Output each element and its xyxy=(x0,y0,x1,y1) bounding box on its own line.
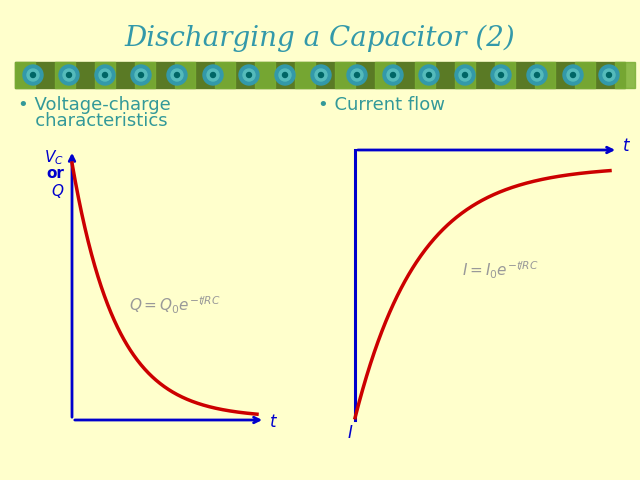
Circle shape xyxy=(355,72,360,77)
Circle shape xyxy=(599,65,619,85)
Circle shape xyxy=(279,69,291,81)
Circle shape xyxy=(570,72,575,77)
Circle shape xyxy=(67,72,72,77)
Circle shape xyxy=(138,72,143,77)
Circle shape xyxy=(351,69,363,81)
Circle shape xyxy=(211,72,216,77)
Bar xyxy=(15,62,35,88)
Circle shape xyxy=(463,72,467,77)
Bar xyxy=(95,62,115,88)
Text: characteristics: characteristics xyxy=(18,112,168,130)
Bar xyxy=(335,62,355,88)
Circle shape xyxy=(167,65,187,85)
Bar xyxy=(255,62,275,88)
Text: $Q = Q_0 e^{-t\!/RC}$: $Q = Q_0 e^{-t\!/RC}$ xyxy=(129,294,221,316)
Circle shape xyxy=(387,69,399,81)
Circle shape xyxy=(135,69,147,81)
Circle shape xyxy=(95,65,115,85)
Circle shape xyxy=(282,72,287,77)
Circle shape xyxy=(311,65,331,85)
Circle shape xyxy=(495,69,507,81)
Circle shape xyxy=(207,69,219,81)
Text: • Current flow: • Current flow xyxy=(318,96,445,114)
Circle shape xyxy=(243,69,255,81)
Bar xyxy=(615,62,635,88)
Circle shape xyxy=(459,69,471,81)
Bar xyxy=(575,62,595,88)
Bar xyxy=(135,62,155,88)
Circle shape xyxy=(99,69,111,81)
Circle shape xyxy=(491,65,511,85)
Text: • Voltage-charge: • Voltage-charge xyxy=(18,96,171,114)
Bar xyxy=(15,62,625,88)
Text: Discharging a Capacitor (2): Discharging a Capacitor (2) xyxy=(125,25,515,52)
Circle shape xyxy=(607,72,611,77)
Circle shape xyxy=(527,65,547,85)
Circle shape xyxy=(499,72,504,77)
Bar xyxy=(295,62,315,88)
Circle shape xyxy=(315,69,327,81)
Bar xyxy=(415,62,435,88)
Bar xyxy=(215,62,235,88)
Text: or: or xyxy=(46,166,64,181)
Circle shape xyxy=(131,65,151,85)
Circle shape xyxy=(603,69,615,81)
Circle shape xyxy=(239,65,259,85)
Circle shape xyxy=(319,72,323,77)
Circle shape xyxy=(567,69,579,81)
Circle shape xyxy=(102,72,108,77)
Circle shape xyxy=(383,65,403,85)
Circle shape xyxy=(455,65,475,85)
Circle shape xyxy=(59,65,79,85)
Bar xyxy=(175,62,195,88)
Bar xyxy=(55,62,75,88)
Text: $Q$: $Q$ xyxy=(51,182,64,200)
Circle shape xyxy=(419,65,439,85)
Circle shape xyxy=(531,69,543,81)
Circle shape xyxy=(563,65,583,85)
Circle shape xyxy=(27,69,39,81)
Circle shape xyxy=(31,72,35,77)
Text: $I = I_0 e^{-t\!/RC}$: $I = I_0 e^{-t\!/RC}$ xyxy=(461,259,538,281)
Bar xyxy=(535,62,555,88)
Circle shape xyxy=(275,65,295,85)
Text: $I$: $I$ xyxy=(347,424,353,442)
Circle shape xyxy=(63,69,75,81)
Text: $t$: $t$ xyxy=(622,137,631,155)
Circle shape xyxy=(23,65,43,85)
Circle shape xyxy=(390,72,396,77)
Text: $V_C$: $V_C$ xyxy=(44,148,64,167)
Circle shape xyxy=(246,72,252,77)
Circle shape xyxy=(423,69,435,81)
Circle shape xyxy=(534,72,540,77)
Circle shape xyxy=(171,69,183,81)
Circle shape xyxy=(175,72,179,77)
Bar xyxy=(375,62,395,88)
Circle shape xyxy=(203,65,223,85)
Text: $t$: $t$ xyxy=(269,413,278,431)
Circle shape xyxy=(426,72,431,77)
Bar xyxy=(455,62,475,88)
Circle shape xyxy=(347,65,367,85)
Bar xyxy=(495,62,515,88)
